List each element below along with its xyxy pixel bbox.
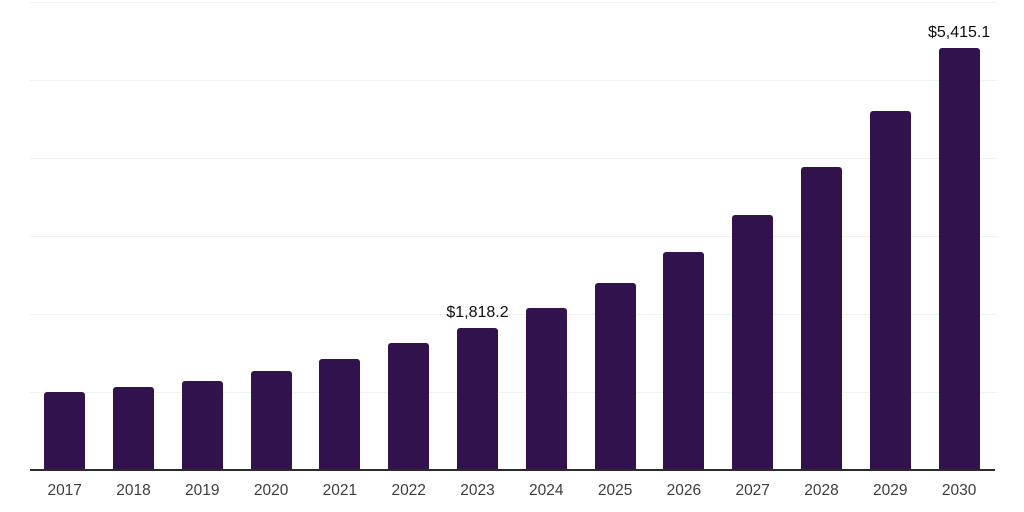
gridline-6000 [30,2,997,3]
x-tick-label-2026: 2026 [666,482,702,499]
gridline-1000 [30,392,997,393]
x-tick-label-2018: 2018 [116,482,151,499]
bar-2027[interactable] [732,214,774,470]
x-tick-label-2020: 2020 [253,482,289,499]
bar-2026[interactable] [663,251,705,470]
x-tick-label-2017: 2017 [47,482,82,499]
gridline-3000 [30,236,997,237]
bar-2028[interactable] [801,166,842,470]
x-tick-label-2028: 2028 [804,482,839,499]
x-tick-label-2030: 2030 [941,482,977,499]
gridline-4000 [30,158,997,159]
gridline-5000 [30,80,997,81]
bar-2023[interactable] [457,328,498,470]
x-tick-label-2019: 2019 [185,482,220,499]
bar-2020[interactable] [250,370,292,470]
bar-2017[interactable] [44,392,86,470]
bar-2030[interactable] [938,47,980,470]
x-tick-label-2027: 2027 [735,482,770,499]
value-label-2023: $1,818.2 [446,304,509,322]
x-tick-label-2024: 2024 [529,482,564,499]
x-tick-label-2022: 2022 [391,482,426,499]
bar-2018[interactable] [113,386,154,470]
bar-2025[interactable] [594,282,636,470]
bar-2029[interactable] [869,111,911,470]
x-tick-label-2029: 2029 [873,482,908,499]
bar-2022[interactable] [388,343,430,470]
bar-2024[interactable] [525,308,567,470]
x-tick-label-2025: 2025 [597,482,633,499]
x-tick-label-2023: 2023 [460,482,495,499]
bar-2021[interactable] [319,358,361,470]
x-axis-line [30,469,995,471]
bar-2019[interactable] [181,380,223,470]
gridline-2000 [30,314,997,315]
plot-area: $1,818.2 $5,415.1 [30,2,997,470]
x-tick-label-2021: 2021 [322,482,358,499]
value-label-2030: $5,415.1 [927,23,991,41]
